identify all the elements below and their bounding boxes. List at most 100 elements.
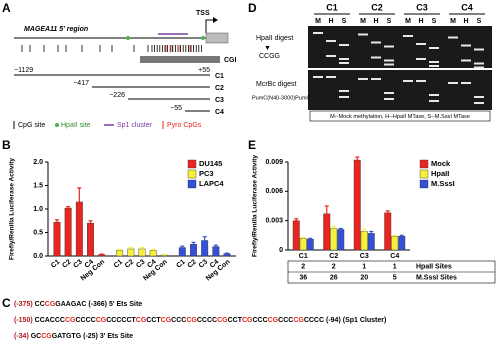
x-tick-label: C1 — [113, 259, 124, 270]
table-cell: 1 — [362, 263, 366, 270]
gel-band — [339, 90, 349, 92]
construct-name: C1 — [215, 73, 224, 80]
gel-band — [429, 100, 439, 102]
gel-band — [474, 48, 484, 51]
legend-swatch — [187, 159, 197, 169]
gel-band — [384, 92, 394, 94]
y-tick-label: 0.009 — [265, 159, 283, 166]
bar — [223, 253, 231, 257]
gel-band — [384, 45, 394, 48]
gel-band — [384, 98, 394, 100]
bases: GATGTG — [52, 333, 82, 340]
gel-band — [429, 94, 439, 96]
gel-lane: H — [373, 18, 378, 25]
cpg: CG — [293, 317, 304, 324]
bar — [299, 238, 307, 251]
bar — [116, 250, 124, 257]
bar — [178, 247, 186, 257]
x-tick-label: C1 — [175, 259, 186, 270]
gel-band — [448, 82, 458, 84]
region-label: MAGEA11 5' region — [24, 26, 88, 33]
cpg: CG — [268, 317, 279, 324]
bar — [384, 212, 392, 251]
bar — [337, 229, 345, 251]
cpg: CG — [136, 317, 147, 324]
bar — [367, 233, 375, 251]
gel-band — [384, 59, 394, 62]
panel-label: C — [2, 296, 11, 310]
gel-band — [474, 102, 484, 104]
y-axis-label: Firefly/Renilla Luciferase Activity — [9, 158, 16, 260]
legend-label: LAPC4 — [199, 179, 224, 188]
legend-swatch — [187, 169, 197, 179]
bases: GAAGAC — [55, 301, 86, 308]
bar — [190, 244, 197, 257]
x-tick-label: C3 — [72, 259, 83, 270]
gel-band — [429, 65, 439, 67]
bar — [323, 213, 331, 251]
gel-band — [326, 40, 336, 42]
table-cell: 1 — [393, 263, 397, 270]
bases: CCCC — [197, 317, 217, 324]
gel-group: C3 — [416, 2, 428, 12]
y-tick-label: 0.006 — [265, 188, 283, 195]
position: (-375) — [14, 301, 33, 308]
gel-band — [416, 58, 426, 60]
gel-bands — [313, 32, 484, 104]
construct-name: C4 — [215, 109, 224, 116]
x-tick-label: C3 — [360, 253, 369, 260]
x-tick-label: C1 — [299, 253, 308, 260]
construct-name: C3 — [215, 97, 224, 104]
cpg: CG — [186, 317, 197, 324]
bar — [330, 228, 338, 251]
bar — [201, 240, 209, 257]
bar — [75, 201, 83, 257]
site-note: 3' Ets Site — [100, 333, 133, 340]
bases: CCCC — [75, 317, 95, 324]
gel-lane: M — [405, 18, 411, 25]
legend-label: DU145 — [199, 159, 222, 168]
construct-start: −226 — [109, 92, 125, 99]
y-tick-label: 1.5 — [33, 182, 43, 189]
y-tick-label: 1.0 — [33, 206, 43, 213]
legend-label: Mock — [431, 159, 451, 168]
bases: CCCC — [304, 317, 324, 324]
table-cell: 26 — [330, 274, 338, 281]
gel-band — [326, 76, 336, 78]
x-tick-label: C2 — [187, 259, 198, 270]
position: (-94) — [326, 317, 341, 324]
gel-band — [371, 41, 381, 44]
position: (-150) — [14, 317, 33, 324]
sequence: GCCGGATGTG — [31, 333, 82, 340]
legend-swatch — [419, 179, 429, 189]
legend-text: CpG site — [18, 122, 45, 129]
y-tick-label: 0 — [279, 247, 283, 254]
sequence: CCACCCCGCCCCCGCCCCCTCGCCTCGCCCCGCCCCCGCC… — [35, 317, 324, 324]
bar — [306, 239, 314, 251]
exon — [205, 32, 229, 44]
gel-key-box — [309, 110, 491, 122]
bases: CCACCC — [35, 317, 65, 324]
gel-lane: S — [477, 18, 482, 25]
gel-lane: H — [418, 18, 423, 25]
sequence-line: (-375) CCCGGAAGAC (-366) 5' Ets Site — [14, 301, 142, 308]
x-tick-label: C4 — [146, 259, 157, 270]
cpg: CG — [65, 317, 76, 324]
gel-label: McrBc digest — [256, 81, 297, 88]
x-tick-label: C4 — [390, 253, 399, 260]
x-tick-label: C4 — [209, 259, 220, 270]
bar — [53, 221, 61, 257]
gel-band — [461, 44, 471, 47]
gel-band — [448, 36, 458, 39]
bar — [160, 254, 168, 257]
bases: CCC — [278, 317, 293, 324]
position: (-366) — [88, 301, 107, 308]
gel-band — [384, 63, 394, 66]
gel-band — [339, 96, 349, 98]
chart-e: Firefly/Renilla Luciferase Activity 0 0.00… — [252, 155, 496, 284]
table-cell: 36 — [299, 274, 307, 281]
gel-key: M--Mock methylation, H--HpaII MTase, S--… — [330, 114, 470, 120]
